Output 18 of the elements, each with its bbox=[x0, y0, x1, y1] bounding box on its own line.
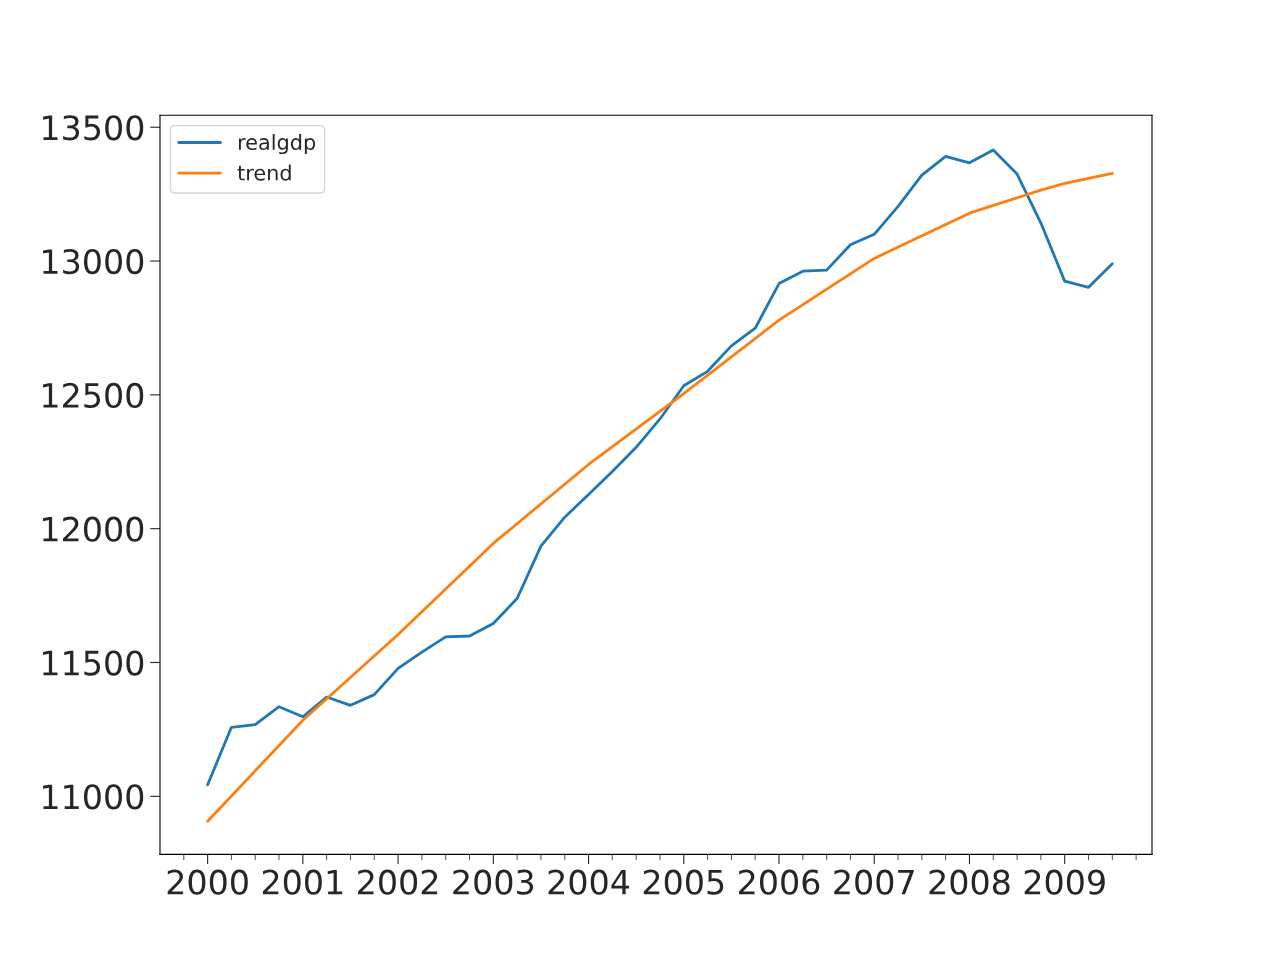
x-tick-label: 2002 bbox=[358, 869, 438, 895]
x-tick-label: 2006 bbox=[739, 869, 820, 895]
y-tick-label: 11500 bbox=[43, 650, 144, 676]
x-tick-label: 2003 bbox=[453, 869, 534, 895]
x-tick-label: 2009 bbox=[1024, 869, 1105, 895]
legend-label: trend bbox=[237, 164, 291, 181]
x-tick-label: 2005 bbox=[643, 869, 724, 895]
x-tick-label: 2004 bbox=[548, 869, 630, 895]
legend-label: realgdp bbox=[238, 133, 316, 155]
y-tick-label: 13500 bbox=[43, 115, 144, 141]
y-tick-label: 12000 bbox=[43, 516, 144, 542]
y-tick-label: 12500 bbox=[43, 382, 144, 409]
x-tick-label: 2001 bbox=[262, 869, 343, 895]
x-tick-label: 2007 bbox=[834, 869, 914, 895]
x-tick-label: 2000 bbox=[167, 869, 248, 895]
y-tick-label: 13000 bbox=[43, 248, 144, 275]
y-tick-label: 11000 bbox=[43, 784, 144, 810]
x-tick-label: 2008 bbox=[929, 869, 1010, 895]
